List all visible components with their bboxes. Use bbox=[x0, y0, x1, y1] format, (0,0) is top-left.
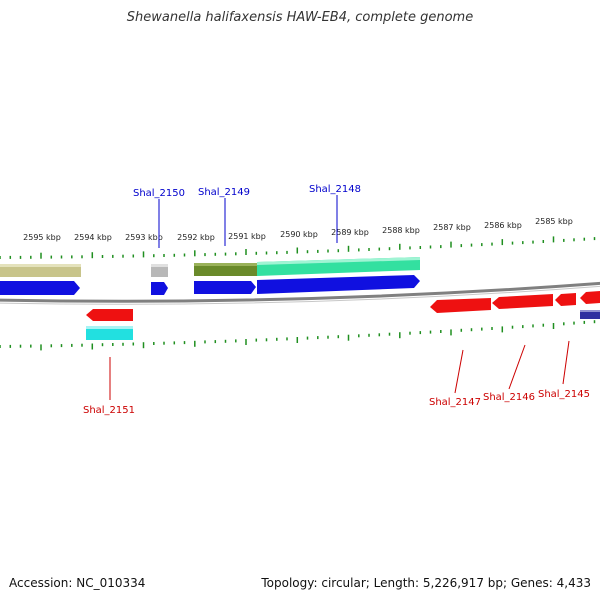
reverse-features bbox=[86, 291, 600, 340]
gene-feature-olive-highlight bbox=[194, 263, 257, 266]
scale-label: 2595 kbp bbox=[23, 233, 61, 242]
forward-gene-labels: Shal_2150 Shal_2149 Shal_2148 bbox=[133, 184, 361, 248]
scale-label: 2587 kbp bbox=[433, 223, 471, 232]
scale-labels: 2595 kbp 2594 kbp 2593 kbp 2592 kbp 2591… bbox=[23, 217, 573, 242]
gene-feature-cyan[interactable] bbox=[86, 326, 133, 340]
forward-features bbox=[0, 257, 420, 295]
label-leader-line bbox=[454, 349, 464, 394]
gene-label[interactable]: Shal_2148 bbox=[309, 184, 361, 195]
genome-summary-text: Topology: circular; Length: 5,226,917 bp… bbox=[261, 576, 591, 590]
scale-label: 2589 kbp bbox=[331, 228, 369, 237]
genome-backbone-shadow bbox=[0, 285, 600, 305]
gene-label[interactable]: Shal_2147 bbox=[429, 397, 481, 408]
scale-label: 2590 kbp bbox=[280, 230, 318, 239]
gene-label[interactable]: Shal_2145 bbox=[538, 389, 590, 400]
gene-feature-cyan-highlight bbox=[86, 326, 133, 329]
gene-feature-mint-highlight bbox=[257, 257, 420, 265]
gene-arrow-blue[interactable] bbox=[0, 281, 80, 295]
gene-arrow-red[interactable] bbox=[430, 298, 491, 313]
gene-feature-gray[interactable] bbox=[151, 264, 168, 277]
scale-label: 2586 kbp bbox=[484, 221, 522, 230]
gene-arrow-red[interactable] bbox=[555, 293, 576, 306]
genome-backbone bbox=[0, 281, 600, 303]
gene-feature-tan[interactable] bbox=[0, 264, 81, 277]
scale-label: 2592 kbp bbox=[177, 233, 215, 242]
genome-title: Shewanella halifaxensis HAW-EB4, complet… bbox=[126, 10, 474, 25]
gene-arrow-red[interactable] bbox=[492, 294, 553, 309]
gene-feature-gray-highlight bbox=[151, 264, 168, 267]
gene-feature-navy[interactable] bbox=[580, 310, 600, 319]
gene-feature-navy-highlight bbox=[580, 310, 600, 312]
gene-feature-olive[interactable] bbox=[194, 263, 257, 276]
scale-label: 2594 kbp bbox=[74, 233, 112, 242]
gene-feature-tan-highlight bbox=[0, 264, 81, 267]
scale-label: 2588 kbp bbox=[382, 226, 420, 235]
gene-arrow-red[interactable] bbox=[580, 291, 600, 304]
gene-arrow-blue[interactable] bbox=[257, 275, 420, 294]
scale-label: 2593 kbp bbox=[125, 233, 163, 242]
gene-arrow-blue[interactable] bbox=[151, 282, 168, 295]
lower-scale-ticks bbox=[0, 320, 596, 351]
gene-arrow-blue[interactable] bbox=[194, 281, 256, 294]
label-leader-line bbox=[562, 340, 570, 385]
gene-label[interactable]: Shal_2149 bbox=[198, 187, 250, 198]
gene-label[interactable]: Shal_2150 bbox=[133, 188, 185, 199]
reverse-gene-labels: Shal_2151 Shal_2147 Shal_2146 Shal_2145 bbox=[83, 340, 590, 416]
scale-label: 2591 kbp bbox=[228, 232, 266, 241]
scale-label: 2585 kbp bbox=[535, 217, 573, 226]
accession-text: Accession: NC_010334 bbox=[9, 576, 146, 590]
gene-arrow-red[interactable] bbox=[86, 309, 133, 321]
label-leader-line bbox=[508, 344, 526, 390]
gene-label[interactable]: Shal_2146 bbox=[483, 392, 535, 403]
upper-scale-ticks bbox=[0, 236, 596, 259]
gene-label[interactable]: Shal_2151 bbox=[83, 405, 135, 416]
